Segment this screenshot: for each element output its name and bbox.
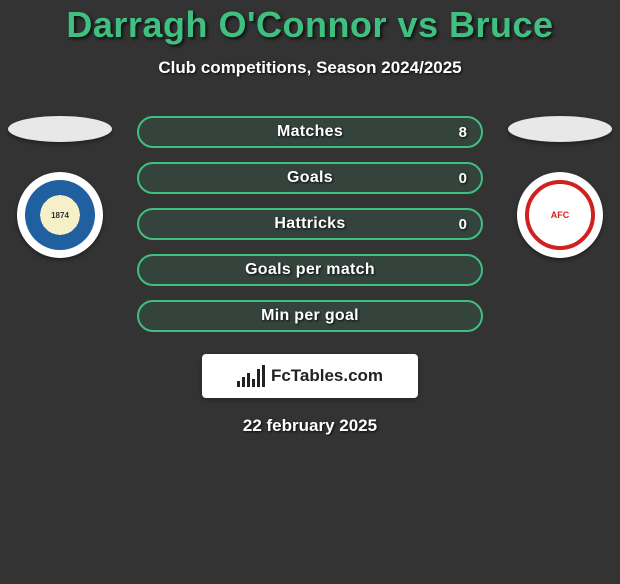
stat-row-min-per-goal: Min per goal — [137, 300, 483, 332]
chart-icon — [237, 365, 265, 387]
page-title: Darragh O'Connor vs Bruce — [0, 4, 620, 46]
right-player-column: AFC — [508, 116, 612, 258]
footer-date: 22 february 2025 — [0, 416, 620, 436]
main-area: 1874 AFC Matches 8 Goals 0 Hattricks — [0, 116, 620, 436]
stat-label: Matches — [277, 123, 343, 141]
stat-right-value: 0 — [459, 216, 467, 233]
left-player-column: 1874 — [8, 116, 112, 258]
stat-label: Min per goal — [261, 307, 359, 325]
comparison-card: Darragh O'Connor vs Bruce Club competiti… — [0, 4, 620, 436]
stat-right-value: 0 — [459, 170, 467, 187]
stat-label: Goals — [287, 169, 333, 187]
branding-text: FcTables.com — [271, 366, 383, 386]
left-club-badge-inner: 1874 — [25, 180, 95, 250]
right-player-avatar — [508, 116, 612, 142]
stat-label: Hattricks — [274, 215, 345, 233]
left-club-badge: 1874 — [17, 172, 103, 258]
right-club-badge-inner: AFC — [525, 180, 595, 250]
stat-row-hattricks: Hattricks 0 — [137, 208, 483, 240]
stat-row-goals-per-match: Goals per match — [137, 254, 483, 286]
left-player-avatar — [8, 116, 112, 142]
page-subtitle: Club competitions, Season 2024/2025 — [0, 58, 620, 78]
branding-badge[interactable]: FcTables.com — [202, 354, 418, 398]
stat-row-matches: Matches 8 — [137, 116, 483, 148]
stat-row-goals: Goals 0 — [137, 162, 483, 194]
stats-list: Matches 8 Goals 0 Hattricks 0 Goals per … — [137, 116, 483, 332]
stat-right-value: 8 — [459, 124, 467, 141]
stat-label: Goals per match — [245, 261, 375, 279]
right-club-badge: AFC — [517, 172, 603, 258]
